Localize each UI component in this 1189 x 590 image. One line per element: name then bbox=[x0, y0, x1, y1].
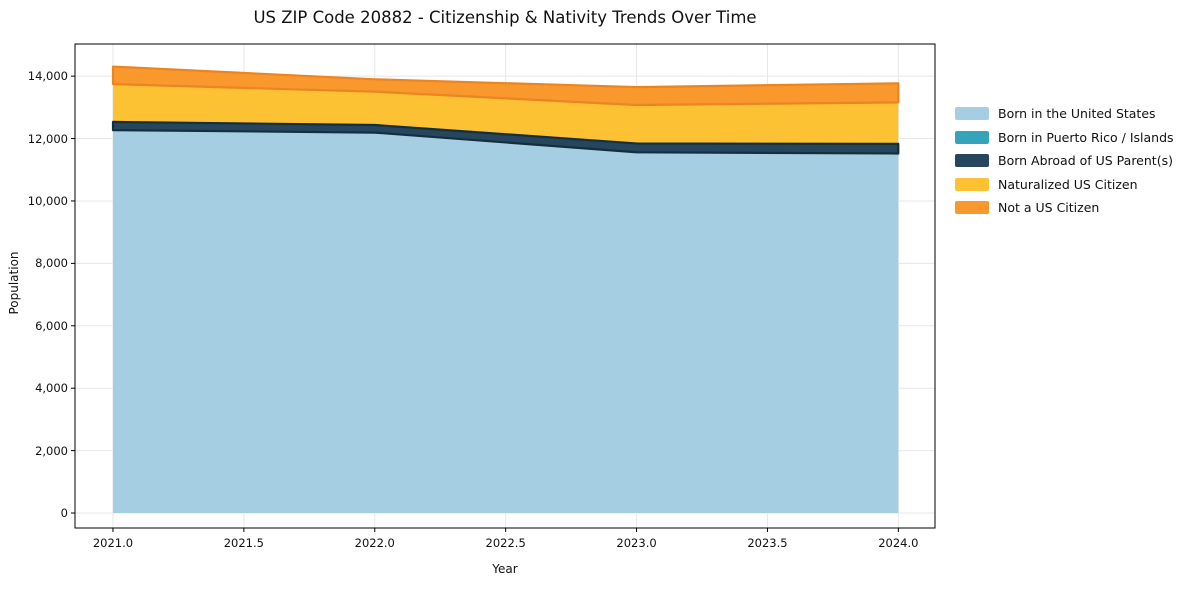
y-tick-label: 0 bbox=[60, 506, 68, 521]
y-tick-label: 12,000 bbox=[27, 131, 68, 146]
legend-swatch bbox=[955, 201, 989, 215]
y-tick-label: 2,000 bbox=[35, 443, 68, 458]
legend-item: Not a US Citizen bbox=[955, 196, 1174, 220]
legend-label: Born Abroad of US Parent(s) bbox=[998, 153, 1173, 169]
legend-label: Born in Puerto Rico / Islands bbox=[998, 129, 1174, 145]
area-1 bbox=[113, 130, 899, 513]
y-tick-label: 6,000 bbox=[35, 318, 68, 333]
x-tick-label: 2021.5 bbox=[223, 536, 264, 550]
y-tick-label: 14,000 bbox=[27, 69, 68, 84]
x-tick-label: 2024.0 bbox=[878, 536, 919, 550]
legend-swatch bbox=[955, 130, 989, 144]
legend-label: Not a US Citizen bbox=[998, 200, 1100, 216]
x-tick-label: 2022.0 bbox=[354, 536, 395, 550]
area-4 bbox=[113, 84, 899, 144]
y-tick-label: 8,000 bbox=[35, 256, 68, 271]
legend-label: Born in the United States bbox=[998, 106, 1156, 122]
area-3 bbox=[113, 121, 899, 154]
x-tick-label: 2023.0 bbox=[616, 536, 657, 550]
legend-item: Born in Puerto Rico / Islands bbox=[955, 126, 1174, 150]
legend-item: Born in the United States bbox=[955, 102, 1174, 126]
area-edge-3 bbox=[111, 120, 900, 155]
chart-title: US ZIP Code 20882 - Citizenship & Nativi… bbox=[253, 8, 757, 27]
legend-label: Naturalized US Citizen bbox=[998, 176, 1138, 192]
legend: Born in the United States Born in Puerto… bbox=[955, 102, 1174, 220]
legend-item: Naturalized US Citizen bbox=[955, 173, 1174, 197]
x-tick-label: 2021.0 bbox=[92, 536, 134, 550]
legend-swatch bbox=[955, 177, 989, 191]
x-tick-label: 2023.5 bbox=[747, 536, 788, 550]
legend-item: Born Abroad of US Parent(s) bbox=[955, 149, 1174, 173]
y-tick-label: 4,000 bbox=[35, 381, 68, 396]
x-tick-label: 2022.5 bbox=[485, 536, 526, 550]
plot-border bbox=[74, 43, 936, 529]
legend-swatch bbox=[955, 107, 989, 121]
x-axis-label: Year bbox=[492, 562, 518, 576]
legend-swatch bbox=[955, 154, 989, 168]
y-tick-label: 10,000 bbox=[27, 193, 68, 208]
area-edge-5 bbox=[111, 65, 900, 107]
